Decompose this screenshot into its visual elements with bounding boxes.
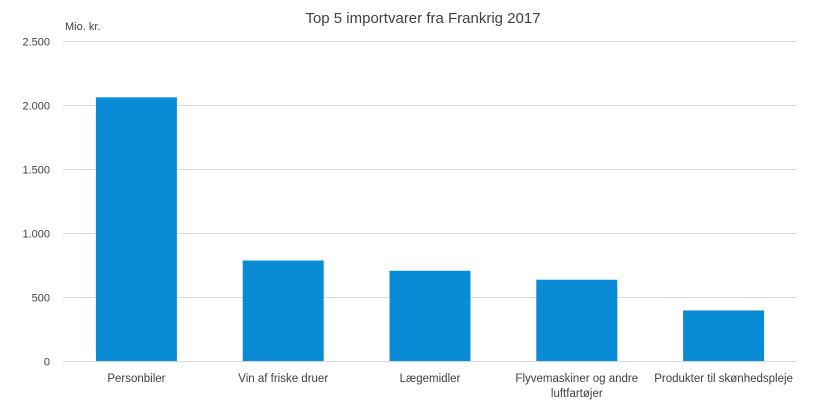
y-tick-label: 2.000 bbox=[22, 101, 50, 113]
gridlines bbox=[63, 41, 797, 362]
x-category-label: Personbiler bbox=[107, 373, 165, 385]
bar bbox=[536, 279, 618, 361]
chart-title: Top 5 importvarer fra Frankrig 2017 bbox=[305, 10, 540, 27]
y-tick-label: 2.500 bbox=[22, 37, 50, 49]
x-category-label: Flyvemaskiner og andre bbox=[515, 373, 638, 385]
y-tick-label: 500 bbox=[32, 293, 50, 305]
bar bbox=[389, 270, 471, 361]
x-axis-category-labels: Personbiler Vin af friske druer Lægemidler… bbox=[107, 373, 793, 400]
x-category-label: luftfartøjer bbox=[551, 388, 603, 400]
y-tick-label: 1.000 bbox=[22, 229, 50, 241]
x-category-label: Vin af friske druer bbox=[238, 373, 328, 385]
x-category-label: Produkter til skønhedspleje bbox=[654, 373, 793, 385]
x-category-label: Lægemidler bbox=[400, 373, 461, 385]
bar bbox=[95, 97, 177, 361]
y-tick-label: 1.500 bbox=[22, 165, 50, 177]
bar bbox=[683, 310, 765, 361]
bar bbox=[242, 260, 324, 361]
y-axis-unit-label: Mio. kr. bbox=[65, 21, 100, 33]
y-axis-tick-labels: 0 500 1.000 1.500 2.000 2.500 bbox=[22, 37, 50, 369]
bars bbox=[95, 97, 765, 361]
y-tick-label: 0 bbox=[44, 357, 50, 369]
